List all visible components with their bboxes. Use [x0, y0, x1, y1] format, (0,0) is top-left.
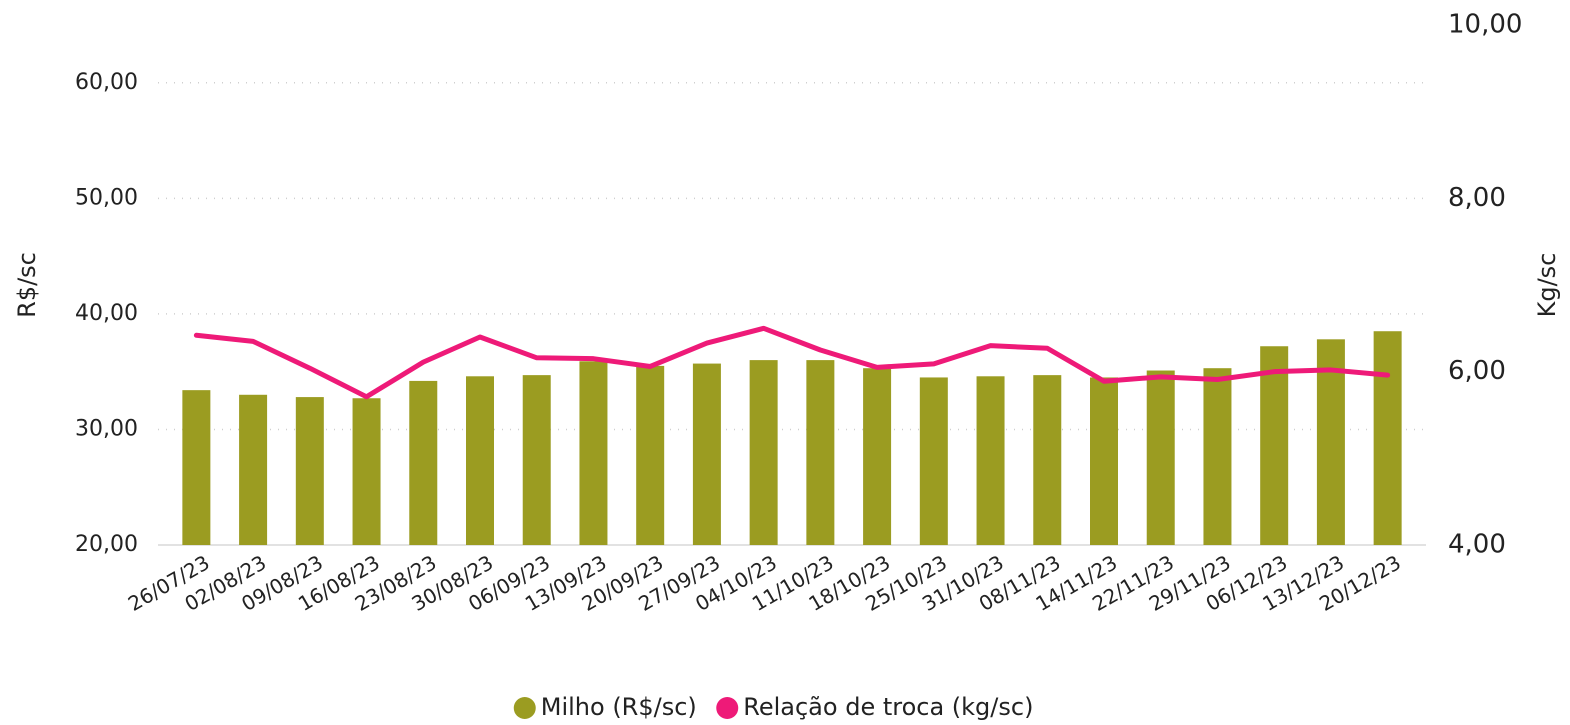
- y-tick-label: 60,00: [75, 70, 138, 95]
- bar: [522, 375, 551, 545]
- bar: [409, 380, 438, 545]
- bar: [579, 361, 608, 545]
- bar: [295, 397, 324, 545]
- bar: [1033, 375, 1062, 545]
- bar: [182, 390, 211, 545]
- legend-swatch: [513, 697, 536, 719]
- y-tick-label: 20,00: [75, 532, 138, 557]
- legend-swatch: [716, 697, 739, 719]
- bar: [1203, 368, 1232, 545]
- bar: [1260, 346, 1289, 545]
- bar: [919, 377, 948, 545]
- y2-tick-label: 10,00: [1448, 10, 1522, 40]
- bar: [863, 368, 892, 545]
- bar: [636, 365, 665, 545]
- y-tick-label: 30,00: [75, 416, 138, 441]
- bar: [806, 360, 835, 545]
- bar: [976, 376, 1005, 545]
- y2-tick-label: 8,00: [1448, 183, 1506, 213]
- y2-tick-label: 6,00: [1448, 356, 1506, 386]
- bar: [352, 398, 381, 545]
- bar: [1090, 377, 1118, 545]
- y2-tick-label: 4,00: [1448, 530, 1506, 560]
- bar: [1316, 339, 1345, 545]
- bar: [692, 363, 721, 545]
- bar: [466, 376, 494, 545]
- y-tick-label: 40,00: [75, 301, 138, 326]
- bar: [1373, 331, 1402, 545]
- y-tick-label: 50,00: [75, 185, 138, 210]
- y2-axis-title: Kg/sc: [1533, 253, 1561, 318]
- legend-label: Milho (R$/sc): [541, 693, 697, 721]
- y-axis-title: R$/sc: [13, 252, 41, 318]
- legend-label: Relação de troca (kg/sc): [743, 693, 1033, 721]
- bar: [239, 394, 268, 545]
- bar: [749, 360, 778, 545]
- line: [193, 325, 1391, 400]
- bar: [1146, 370, 1175, 545]
